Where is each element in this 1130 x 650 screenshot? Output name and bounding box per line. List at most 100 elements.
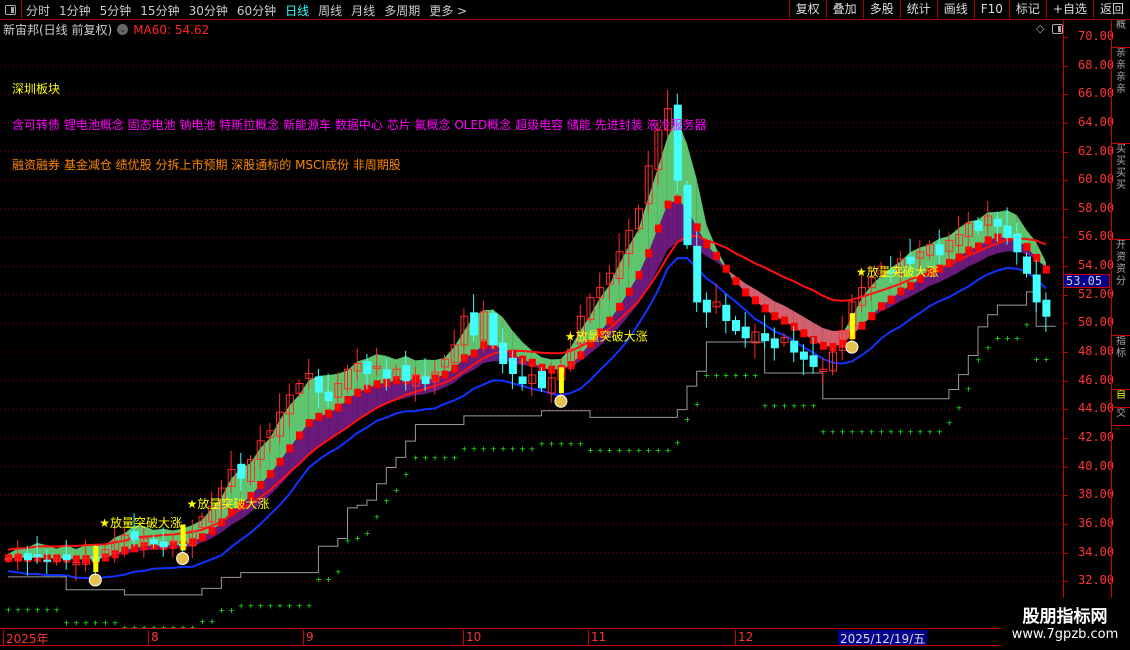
candle-body	[751, 331, 760, 344]
statistics-button[interactable]: 统计	[899, 0, 937, 20]
signal-dot: +	[684, 415, 691, 424]
band-mid-segment	[609, 306, 620, 338]
candle-body	[1042, 299, 1051, 317]
add-watchlist-button[interactable]: +自选	[1045, 0, 1093, 20]
tab-more[interactable]: 更多 >	[429, 4, 468, 18]
tab-5min[interactable]: 5分钟	[99, 4, 132, 18]
price-tick-mark	[1064, 208, 1068, 210]
tab-fenshi[interactable]: 分时	[26, 4, 51, 18]
time-label: 11	[588, 630, 606, 646]
candle-body	[208, 506, 217, 523]
signal-dot: +	[364, 529, 371, 538]
ema-marker	[276, 457, 284, 466]
mark-button[interactable]: 标记	[1008, 0, 1046, 20]
candle-body	[392, 368, 401, 379]
price-tick-mark	[1064, 294, 1068, 296]
price-tick-label: 46.00	[1078, 372, 1115, 387]
candle-body	[664, 108, 673, 131]
ema-marker	[897, 287, 905, 296]
signal-dot: +	[558, 440, 565, 449]
dropdown-icon[interactable]: ⌄	[117, 24, 129, 35]
tab-weekly[interactable]: 周线	[318, 4, 343, 18]
band-mid-segment	[1036, 257, 1046, 270]
signal-dot: +	[83, 619, 90, 628]
candle-body	[14, 554, 23, 561]
price-tick-mark	[1064, 37, 1068, 38]
signal-dot: +	[383, 496, 390, 505]
tab-30min[interactable]: 30分钟	[188, 4, 228, 18]
side-tab[interactable]: 亲亲亲亲	[1112, 48, 1130, 144]
draw-line-button[interactable]: 画线	[936, 0, 974, 20]
signal-dot: +	[296, 601, 303, 610]
ema-marker	[266, 470, 274, 479]
multi-stock-button[interactable]: 多股	[862, 0, 900, 20]
tab-60min[interactable]: 60分钟	[236, 4, 277, 18]
price-tick-label: 64.00	[1078, 114, 1115, 129]
signal-dot: +	[228, 606, 235, 615]
watermark-line2: www.7gpzb.com	[1011, 627, 1119, 642]
candle-body	[538, 371, 546, 389]
restore-rights-button[interactable]: 复权	[788, 0, 826, 20]
signal-dot: +	[529, 445, 536, 454]
side-tab[interactable]: 开资资分	[1112, 240, 1130, 336]
tab-15min[interactable]: 15分钟	[140, 4, 180, 18]
signal-dot: +	[471, 445, 478, 454]
time-axis: 2025年 8 9 10 11 12 2025/12/19/五	[0, 628, 1063, 646]
diamond-icon[interactable]: ◇	[1036, 22, 1045, 35]
side-tab[interactable]: 买买买买	[1112, 144, 1130, 240]
candle-body	[508, 357, 517, 375]
signal-dot: +	[771, 402, 778, 411]
signal-dot: +	[442, 453, 449, 462]
candle-body	[382, 369, 391, 379]
tab-monthly[interactable]: 月线	[351, 4, 376, 18]
signal-dot: +	[897, 428, 904, 437]
signal-dot: +	[917, 428, 924, 437]
candle-body	[159, 541, 168, 548]
ema-marker	[703, 240, 711, 249]
price-tick-mark	[1064, 151, 1068, 153]
ma60-label: MA60: 54.62	[133, 22, 210, 37]
candle-body	[373, 365, 382, 369]
price-tick-mark	[1064, 352, 1068, 354]
back-button[interactable]: 返回	[1092, 0, 1130, 20]
candle-body	[140, 537, 149, 546]
side-tab[interactable]: 指标	[1112, 336, 1130, 390]
ema-marker	[625, 287, 633, 296]
signal-dot: +	[888, 428, 895, 437]
panel-toggle-icon[interactable]	[1052, 24, 1064, 34]
tab-1min[interactable]: 1分钟	[59, 4, 91, 18]
ema-marker	[237, 501, 245, 510]
signal-dot: +	[723, 371, 730, 380]
side-tab[interactable]: 交	[1112, 408, 1130, 426]
watermark-line1: 股朋指标网	[1022, 607, 1108, 627]
period-tabs: 分时 1分钟 5分钟 15分钟 30分钟 60分钟 日线 周线 月线 多周期 更…	[26, 2, 467, 19]
candle-body	[33, 554, 42, 558]
signal-dot: +	[238, 601, 245, 610]
side-tab[interactable]: 自	[1112, 390, 1130, 408]
signal-dot: +	[994, 334, 1001, 343]
signal-dot: +	[131, 624, 138, 628]
signal-dot: +	[626, 446, 633, 455]
signal-dot: +	[44, 606, 51, 615]
candle-body	[402, 365, 411, 382]
panel-toggle-button[interactable]	[0, 0, 22, 20]
price-tick-mark	[1064, 122, 1068, 124]
signal-dot: +	[616, 446, 623, 455]
f10-button[interactable]: F10	[973, 0, 1009, 20]
price-tick-label: 32.00	[1078, 573, 1115, 588]
tab-multi-period[interactable]: 多周期	[384, 4, 421, 18]
ema-marker	[907, 281, 915, 290]
candle-body	[43, 559, 52, 562]
tab-daily[interactable]: 日线	[285, 4, 310, 18]
price-tick-label: 60.00	[1078, 172, 1115, 187]
price-tick-mark	[1064, 266, 1068, 268]
signal-dot: +	[1043, 355, 1050, 364]
band-mid-segment	[745, 283, 755, 301]
band-mid-segment	[667, 199, 678, 250]
signal-dot: +	[1004, 334, 1011, 343]
side-tab[interactable]: 概	[1112, 20, 1130, 48]
overlay-button[interactable]: 叠加	[825, 0, 863, 20]
band-mid-segment	[95, 557, 105, 560]
time-label: 8	[148, 630, 159, 646]
candlestick-chart[interactable]: + + + + + ++ + + + + + + ++ ++ + + + + + + ++ +++ +++++++ + + + ++…	[0, 38, 1063, 628]
